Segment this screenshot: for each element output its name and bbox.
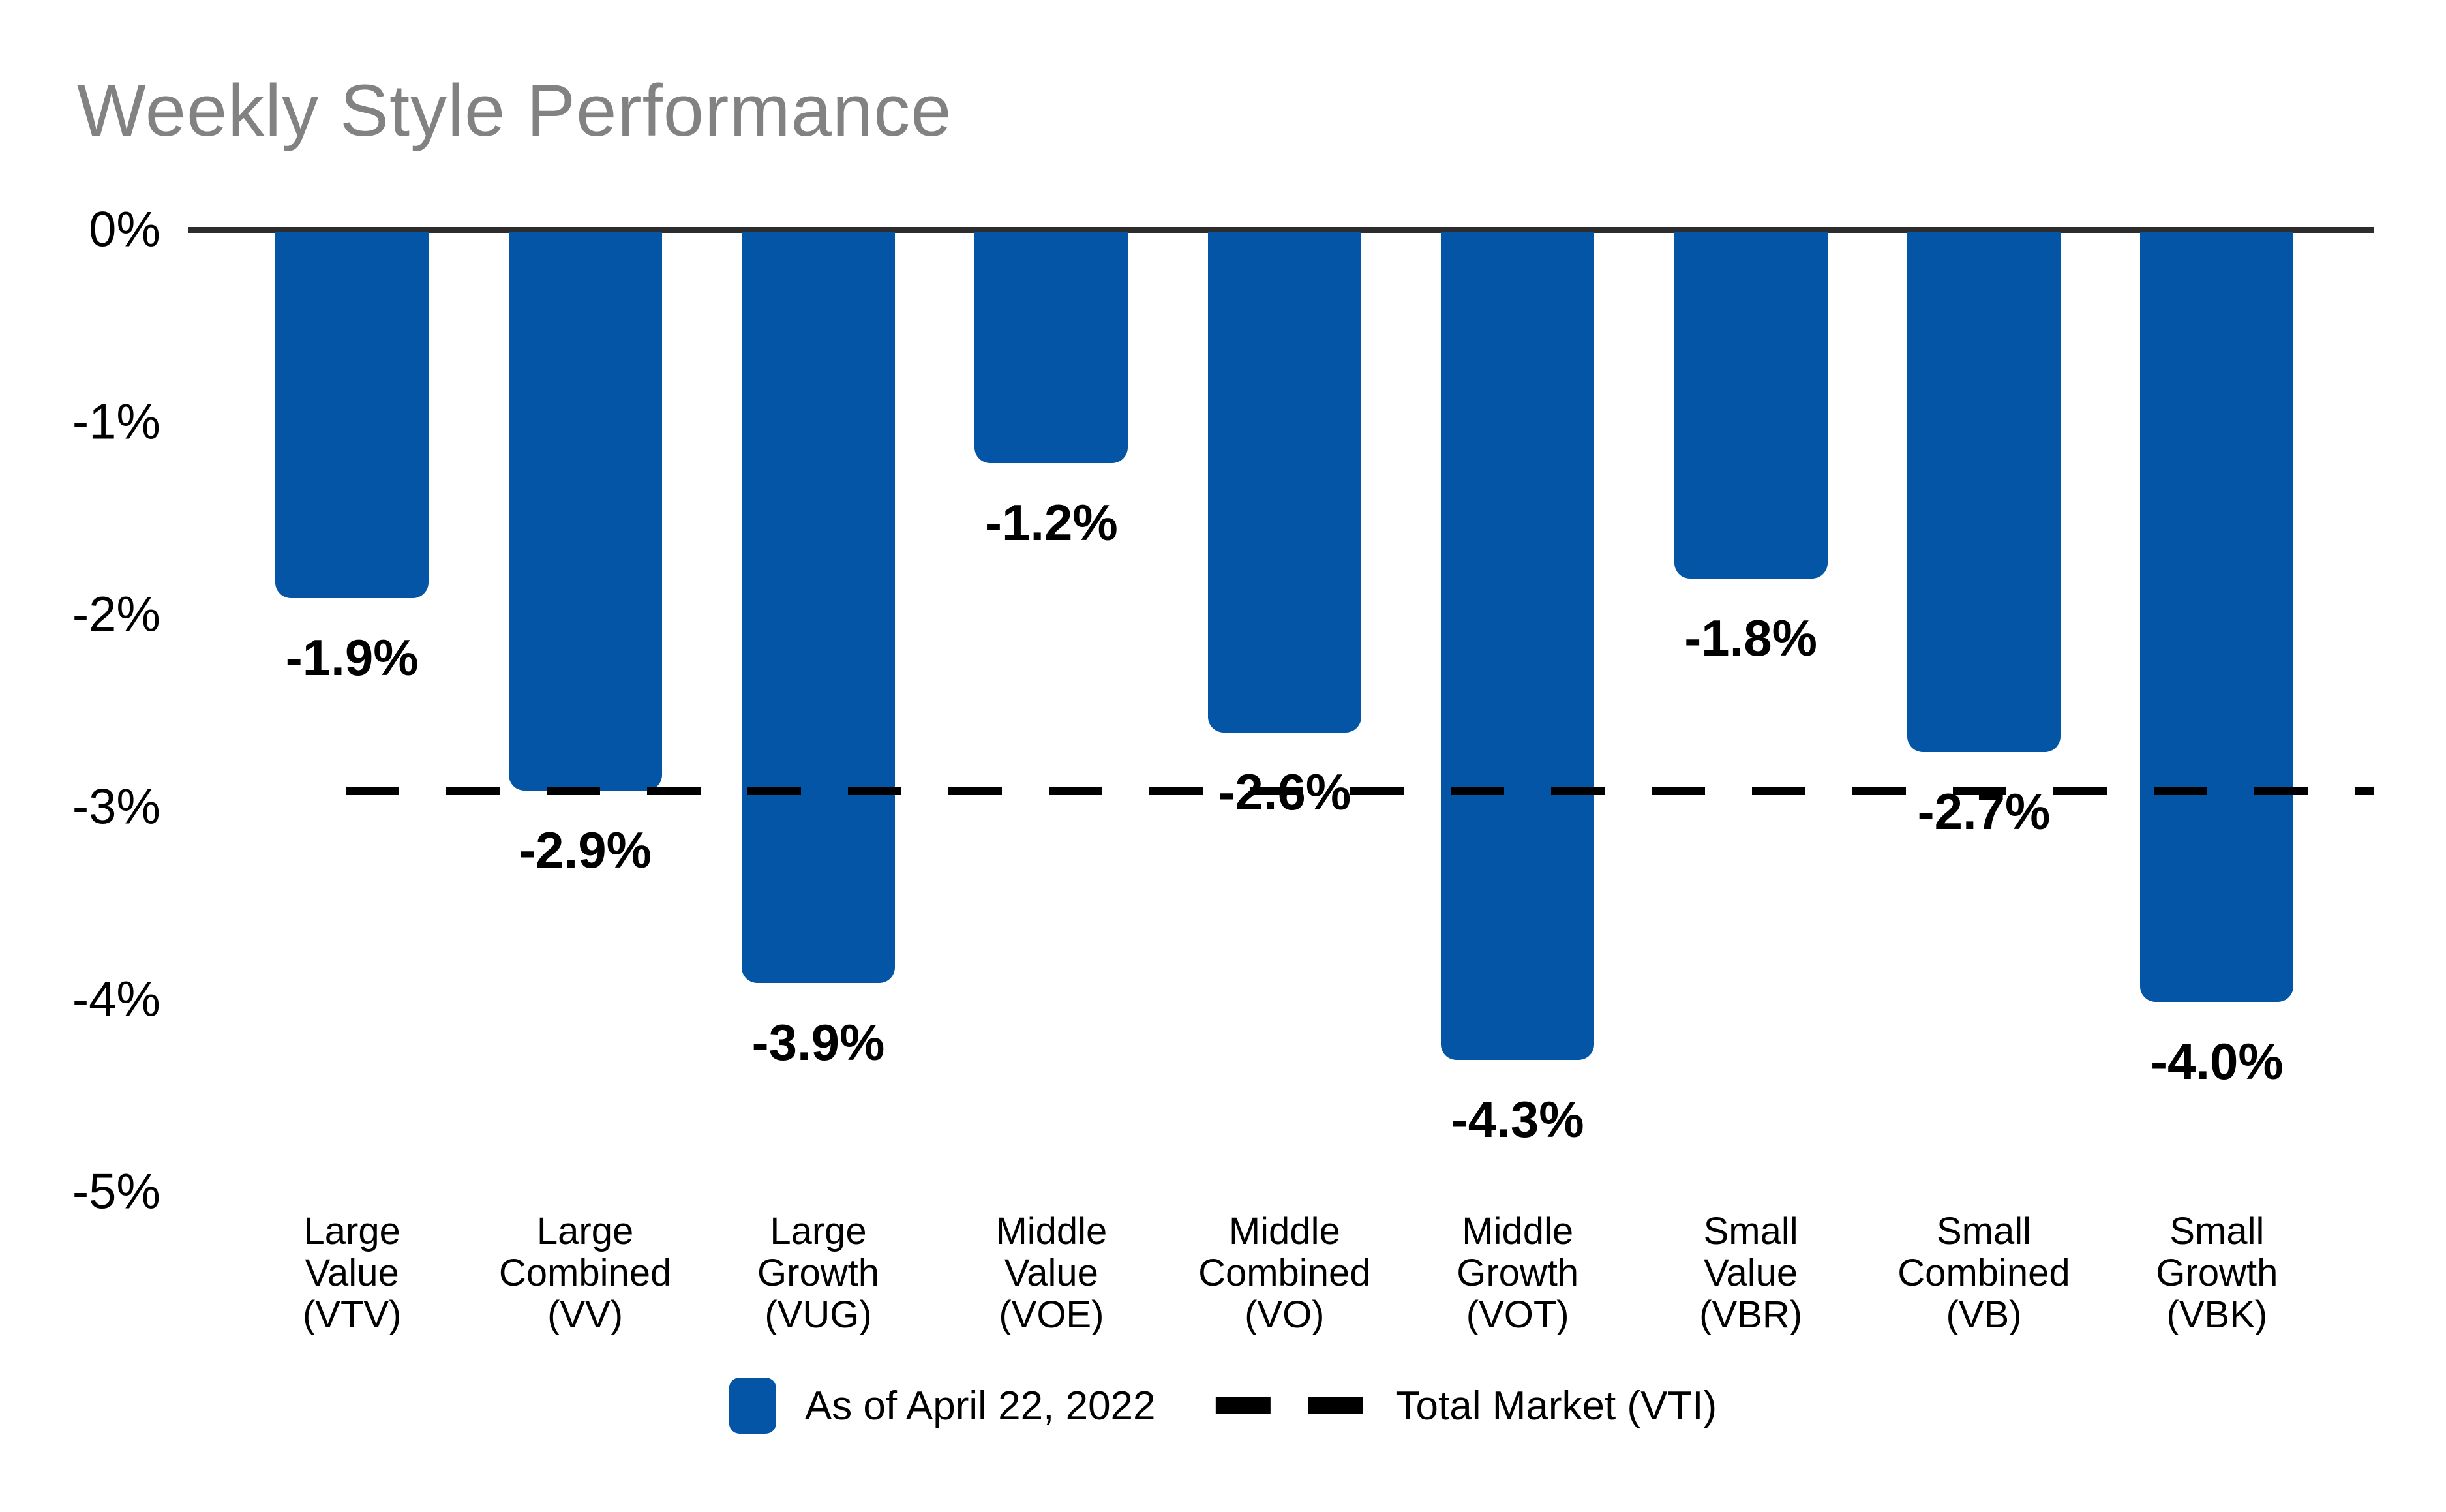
bar-group-large-value-vtv: -1.9% bbox=[275, 232, 429, 683]
bar-middle-growth-vot bbox=[1441, 232, 1595, 1060]
legend-dash-icon bbox=[1215, 1397, 1271, 1414]
bar-large-growth-vug bbox=[742, 232, 895, 983]
legend-dash-icon bbox=[1308, 1397, 1363, 1414]
bar-value-label: -4.3% bbox=[1451, 1090, 1584, 1148]
bar-group-middle-combined-vo: -2.6% bbox=[1207, 232, 1361, 817]
category-label-vbk: Small Growth (VBK) bbox=[2156, 1210, 2278, 1336]
bar-group-middle-value-voe: -1.2% bbox=[974, 232, 1128, 548]
y-tick-label-3: -3% bbox=[72, 779, 160, 835]
bar-middle-combined-vo bbox=[1207, 232, 1361, 733]
bar-large-value-vtv bbox=[275, 232, 429, 598]
zero-axis-line bbox=[188, 227, 2374, 233]
total-market-vti-dashed-line bbox=[346, 786, 2374, 795]
bar-value-label: -3.9% bbox=[751, 1013, 885, 1071]
bar-value-label: -1.2% bbox=[985, 494, 1118, 551]
y-tick-label-4: -4% bbox=[72, 971, 160, 1027]
bar-group-small-growth-vbk: -4.0% bbox=[2140, 232, 2294, 1087]
category-label-vtv: Large Value (VTV) bbox=[302, 1210, 402, 1336]
category-label-vv: Large Combined (VV) bbox=[498, 1210, 672, 1336]
chart-title: Weekly Style Performance bbox=[77, 70, 952, 151]
category-label-vbr: Small Value (VBR) bbox=[1699, 1210, 1803, 1336]
category-label-voe: Middle Value (VOE) bbox=[995, 1210, 1108, 1336]
y-tick-label-5: -5% bbox=[72, 1164, 160, 1220]
category-label-vb: Small Combined (VB) bbox=[1897, 1210, 2070, 1336]
legend-bar-swatch bbox=[729, 1378, 776, 1434]
legend-label-as-of: As of April 22, 2022 bbox=[804, 1383, 1156, 1429]
category-label-vug: Large Growth (VUG) bbox=[757, 1210, 879, 1336]
y-tick-label-2: -2% bbox=[72, 586, 160, 643]
bar-value-label: -2.9% bbox=[519, 821, 652, 879]
bar-middle-value-voe bbox=[974, 232, 1128, 463]
bar-small-combined-vb bbox=[1907, 232, 2061, 752]
y-tick-label-0: 0% bbox=[89, 202, 160, 258]
category-label-vo: Middle Combined (VO) bbox=[1198, 1210, 1371, 1336]
legend: As of April 22, 2022 Total Market (VTI) bbox=[729, 1378, 1717, 1434]
bar-group-middle-growth-vot: -4.3% bbox=[1441, 232, 1595, 1145]
bar-group-small-combined-vb: -2.7% bbox=[1907, 232, 2061, 837]
category-label-vot: Middle Growth (VOT) bbox=[1457, 1210, 1579, 1336]
y-tick-label-1: -1% bbox=[72, 394, 160, 450]
bar-group-large-growth-vug: -3.9% bbox=[742, 232, 895, 1068]
bar-value-label: -1.8% bbox=[1684, 609, 1817, 667]
bar-small-growth-vbk bbox=[2140, 232, 2294, 1002]
bar-small-value-vbr bbox=[1674, 232, 1828, 579]
bar-value-label: -4.0% bbox=[2151, 1033, 2284, 1090]
bar-value-label: -1.9% bbox=[285, 628, 419, 686]
bar-group-large-combined-vv: -2.9% bbox=[508, 232, 662, 875]
bar-large-combined-vv bbox=[508, 232, 662, 791]
bar-group-small-value-vbr: -1.8% bbox=[1674, 232, 1828, 663]
legend-label-total-market: Total Market (VTI) bbox=[1395, 1383, 1717, 1429]
